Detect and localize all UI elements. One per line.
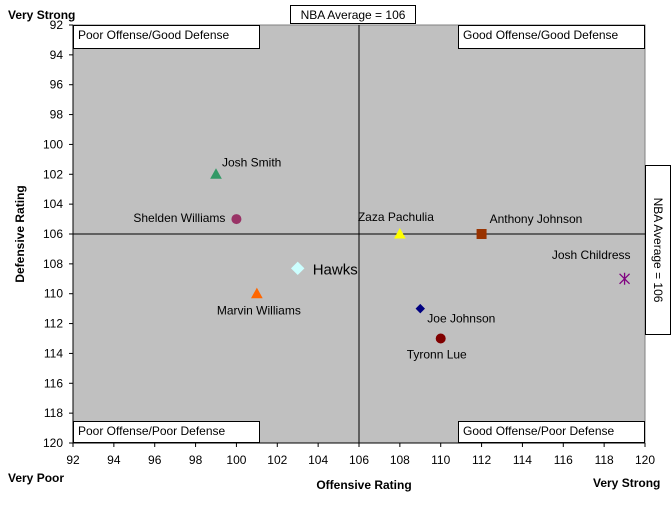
x-tick-label: 118 [595, 453, 614, 467]
point-label-josh-childress: Josh Childress [552, 248, 631, 262]
y-tick-label: 104 [43, 197, 63, 211]
x-tick-label: 106 [349, 453, 369, 467]
y-tick-label: 94 [50, 48, 64, 62]
x-tick-label: 112 [472, 453, 491, 467]
y-tick-label: 110 [44, 287, 63, 301]
x-tick-label: 104 [308, 453, 328, 467]
point-josh-childress [619, 272, 631, 285]
x-tick-label: 108 [390, 453, 410, 467]
nba-average-label-right: NBA Average = 106 [645, 165, 671, 335]
x-tick-label: 92 [66, 453, 80, 467]
y-axis-label: Defensive Rating [13, 185, 27, 282]
point-label-anthony-johnson: Anthony Johnson [490, 212, 583, 226]
quadrant-label-bottom-right: Good Offense/Poor Defense [458, 421, 645, 443]
point-anthony-johnson [476, 229, 487, 239]
y-tick-label: 114 [44, 346, 63, 360]
quadrant-label-top-right: Good Offense/Good Defense [458, 25, 645, 49]
x-tick-label: 120 [635, 453, 655, 467]
y-tick-label: 102 [43, 167, 63, 181]
point-label-zaza-pachulia: Zaza Pachulia [358, 210, 434, 224]
point-shelden-williams [231, 214, 242, 225]
point-label-tyronn-lue: Tyronn Lue [407, 348, 467, 362]
x-tick-label: 96 [148, 453, 162, 467]
x-tick-label: 100 [226, 453, 246, 467]
point-joe-johnson [415, 303, 425, 314]
y-axis-top-label: Very Strong [8, 8, 76, 22]
y-tick-label: 106 [43, 227, 63, 241]
point-label-shelden-williams: Shelden Williams [133, 211, 225, 225]
nba-average-label-right-text: NBA Average = 106 [651, 197, 665, 303]
x-tick-label: 116 [554, 453, 573, 467]
point-label-joe-johnson: Joe Johnson [427, 312, 495, 326]
y-tick-label: 108 [43, 257, 63, 271]
y-tick-label: 120 [43, 436, 63, 450]
point-tyronn-lue [435, 333, 446, 344]
point-hawks [291, 261, 305, 276]
y-tick-label: 96 [50, 78, 64, 92]
point-label-marvin-williams: Marvin Williams [217, 304, 301, 318]
y-tick-label: 92 [50, 18, 64, 32]
x-tick-label: 98 [189, 453, 203, 467]
x-tick-label: 102 [267, 453, 287, 467]
y-tick-label: 118 [44, 406, 63, 420]
point-marvin-williams [251, 287, 263, 299]
y-tick-label: 98 [50, 108, 64, 122]
x-axis-left-label: Very Poor [8, 471, 65, 485]
x-tick-label: 114 [513, 453, 532, 467]
y-tick-label: 116 [44, 376, 63, 390]
point-zaza-pachulia [394, 227, 406, 239]
x-tick-label: 110 [431, 453, 450, 467]
y-tick-label: 100 [43, 137, 63, 151]
point-label-hawks: Hawks [313, 261, 358, 278]
x-tick-label: 94 [107, 453, 121, 467]
y-tick-label: 112 [44, 317, 63, 331]
point-label-josh-smith: Josh Smith [222, 155, 281, 169]
quadrant-label-top-left: Poor Offense/Good Defense [73, 25, 260, 49]
nba-average-label-top: NBA Average = 106 [290, 5, 416, 24]
point-josh-smith [210, 168, 222, 179]
x-axis-right-label: Very Strong [593, 476, 661, 490]
x-axis-label: Offensive Rating [316, 478, 411, 492]
quadrant-label-bottom-left: Poor Offense/Poor Defense [73, 421, 260, 443]
